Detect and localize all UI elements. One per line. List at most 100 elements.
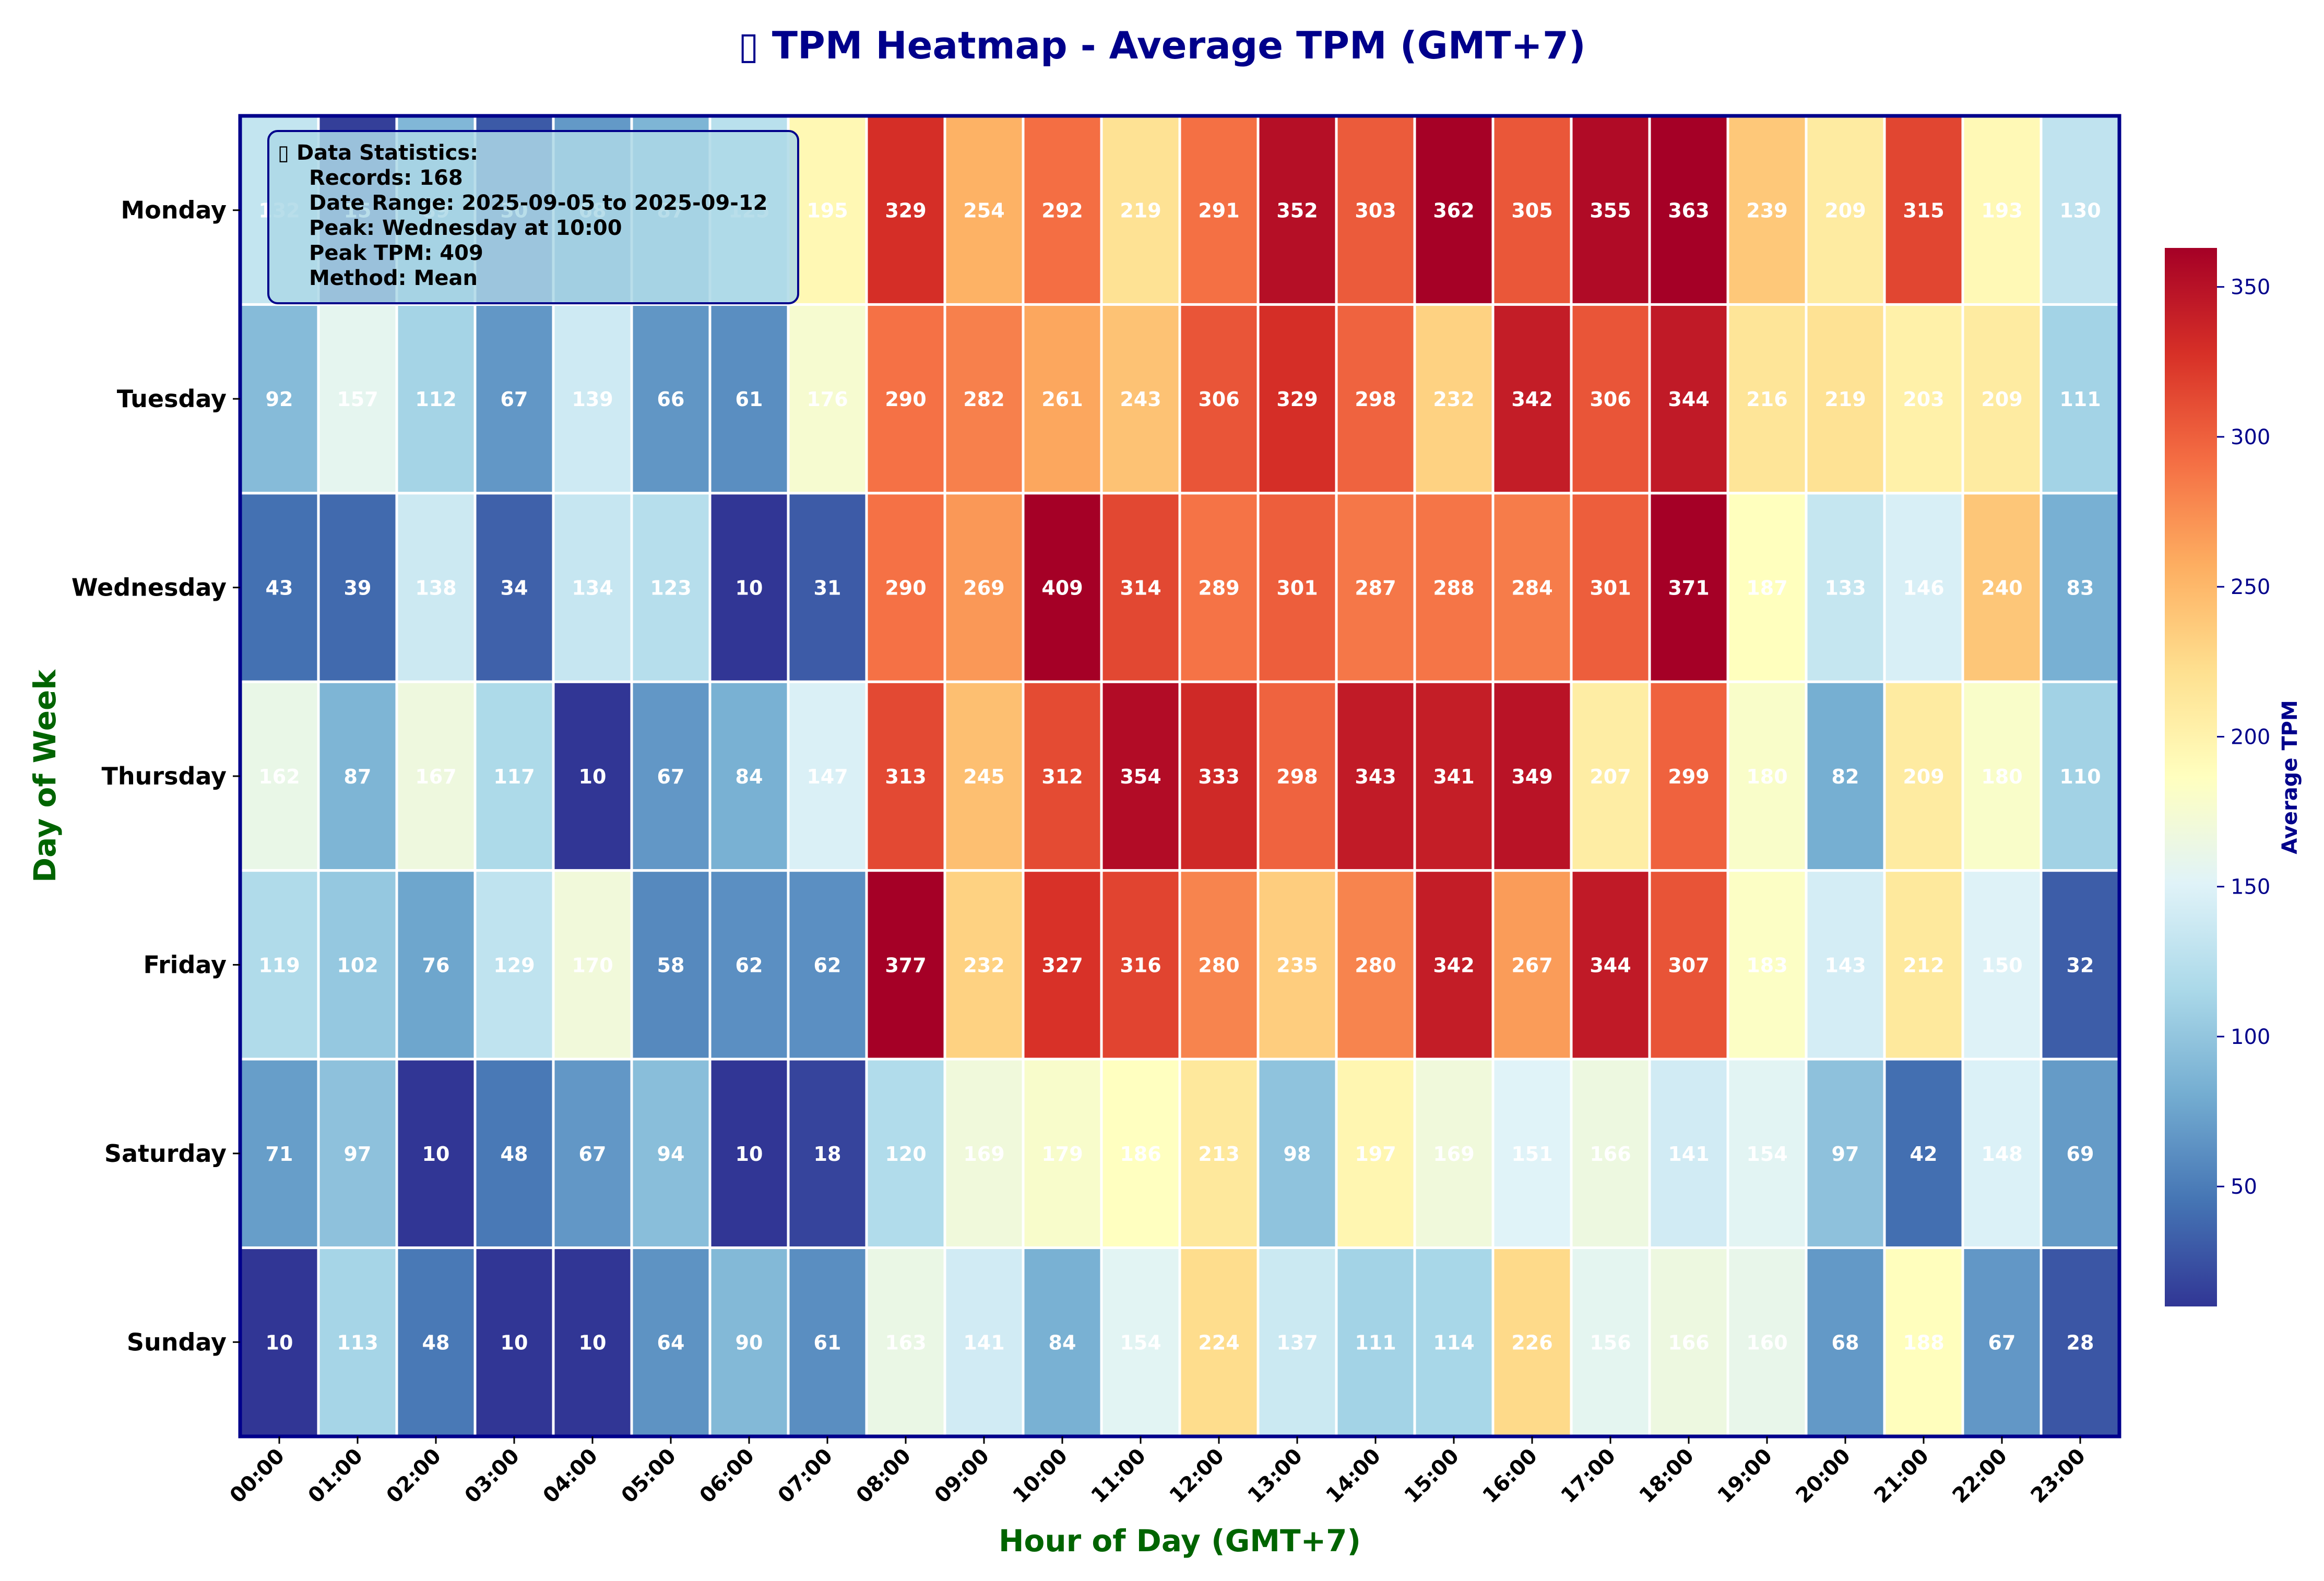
x-tick-label: 11:00 (1087, 1444, 1151, 1508)
heatmap-cell (1491, 1246, 1573, 1438)
heatmap-cell (395, 869, 477, 1061)
cell-value-label: 209 (1824, 199, 1866, 222)
heatmap-cell-labels: 1321589306887125195329254292219291352303… (258, 199, 2101, 1354)
cell-value-label: 212 (1903, 954, 1944, 977)
cell-value-label: 87 (344, 765, 372, 788)
cell-value-label: 137 (1276, 1331, 1318, 1354)
heatmap-cell (395, 680, 477, 872)
heatmap-cell (1335, 680, 1416, 872)
cell-value-label: 169 (963, 1143, 1004, 1166)
cell-value-label: 169 (1433, 1143, 1474, 1166)
colorbar-label: Average TPM (2278, 700, 2302, 854)
cell-value-label: 148 (1981, 1143, 2022, 1166)
cell-value-label: 170 (572, 954, 613, 977)
colorbar-tick-label: 250 (2231, 575, 2270, 599)
x-tick-label: 20:00 (1792, 1444, 1856, 1508)
cell-value-label: 61 (814, 1331, 841, 1354)
cell-value-label: 176 (807, 388, 848, 411)
colorbar-tick-label: 100 (2231, 1025, 2270, 1049)
cell-value-label: 97 (344, 1143, 372, 1166)
heatmap-cell (1022, 1057, 1103, 1250)
x-tick-label: 19:00 (1713, 1444, 1777, 1508)
stats-line-date-range: Date Range: 2025-09-05 to 2025-09-12 (309, 191, 768, 215)
heatmap-cell (1022, 1246, 1103, 1438)
x-tick-label: 08:00 (852, 1444, 916, 1508)
heatmap-cell (1648, 303, 1729, 495)
cell-value-label: 224 (1198, 1331, 1239, 1354)
cell-value-label: 84 (1049, 1331, 1076, 1354)
cell-value-label: 114 (1433, 1331, 1474, 1354)
cell-value-label: 219 (1824, 388, 1866, 411)
cell-value-label: 68 (1832, 1331, 1859, 1354)
cell-value-label: 349 (1511, 765, 1552, 788)
heatmap-cell (1100, 680, 1181, 872)
heatmap-cell (317, 680, 398, 872)
cell-value-label: 69 (2067, 1143, 2094, 1166)
cell-value-label: 282 (963, 388, 1004, 411)
heatmap-cell (1022, 680, 1103, 872)
cell-value-label: 146 (1903, 577, 1944, 600)
heatmap-cell (1961, 303, 2043, 495)
cell-value-label: 261 (1041, 388, 1083, 411)
x-tick-label: 10:00 (1009, 1444, 1073, 1508)
cell-value-label: 150 (1981, 954, 2022, 977)
heatmap-cell (708, 1057, 790, 1250)
cell-value-label: 284 (1511, 577, 1552, 600)
cell-value-label: 232 (963, 954, 1004, 977)
cell-value-label: 288 (1433, 577, 1474, 600)
y-tick-label: Monday (121, 196, 227, 224)
cell-value-label: 10 (501, 1331, 528, 1354)
cell-value-label: 120 (885, 1143, 926, 1166)
cell-value-label: 314 (1120, 577, 1161, 600)
x-tick-label: 15:00 (1400, 1444, 1464, 1508)
x-tick-label: 14:00 (1322, 1444, 1386, 1508)
heatmap-cell (1178, 1246, 1260, 1438)
data-statistics-box: ▯ Data Statistics: Records: 168 Date Ran… (267, 130, 799, 304)
heatmap-cell (1726, 869, 1808, 1061)
heatmap-cell (1726, 114, 1808, 306)
heatmap-cell (1100, 1057, 1181, 1250)
cell-value-label: 301 (1276, 577, 1318, 600)
heatmap-cell (787, 1246, 868, 1438)
heatmap-cell (1491, 114, 1573, 306)
cell-value-label: 239 (1746, 199, 1787, 222)
cell-value-label: 186 (1120, 1143, 1161, 1166)
cell-value-label: 112 (415, 388, 456, 411)
chart-title: ▯ TPM Heatmap - Average TPM (GMT+7) (738, 23, 1586, 67)
heatmap-cell (1961, 869, 2043, 1061)
cell-value-label: 154 (1120, 1331, 1161, 1354)
heatmap-cell (1883, 869, 1964, 1061)
x-tick-label: 00:00 (226, 1444, 290, 1508)
cell-value-label: 333 (1198, 765, 1239, 788)
cell-value-label: 312 (1041, 765, 1083, 788)
cell-value-label: 315 (1903, 199, 1944, 222)
x-tick-label: 13:00 (1243, 1444, 1308, 1508)
heatmap-cell (317, 1057, 398, 1250)
heatmap-cell (787, 869, 868, 1061)
heatmap-cell (2040, 869, 2121, 1061)
heatmap-cell (1570, 1246, 1651, 1438)
cell-value-label: 138 (415, 577, 456, 600)
cell-value-label: 157 (337, 388, 378, 411)
cell-value-label: 354 (1120, 765, 1161, 788)
cell-value-label: 163 (885, 1331, 926, 1354)
stats-line-heading: ▯ Data Statistics: (278, 141, 478, 165)
cell-value-label: 98 (1284, 1143, 1311, 1166)
cell-value-label: 207 (1590, 765, 1631, 788)
cell-value-label: 303 (1355, 199, 1396, 222)
cell-value-label: 306 (1198, 388, 1239, 411)
heatmap-cell (708, 680, 790, 872)
cell-value-label: 298 (1355, 388, 1396, 411)
heatmap-cell (943, 680, 1025, 872)
cell-value-label: 329 (1276, 388, 1318, 411)
heatmap-cell (865, 1057, 946, 1250)
heatmap-cell (239, 1246, 320, 1438)
heatmap-cell (708, 492, 790, 683)
heatmap-cell (630, 1057, 712, 1250)
cell-value-label: 67 (501, 388, 528, 411)
heatmap-cell (473, 680, 555, 872)
cell-value-label: 64 (657, 1331, 685, 1354)
heatmap-cell (1648, 680, 1729, 872)
cell-value-label: 341 (1433, 765, 1474, 788)
